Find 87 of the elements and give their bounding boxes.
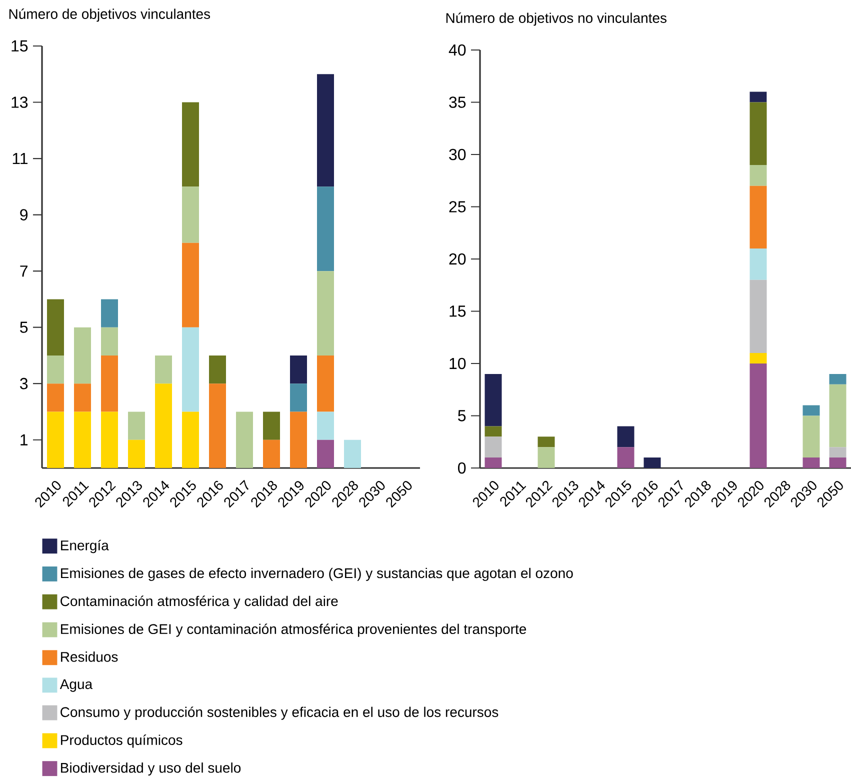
bar — [236, 412, 254, 468]
bar — [750, 186, 767, 249]
bar — [750, 92, 767, 102]
bar — [74, 327, 92, 384]
y-tick-label: 11 — [12, 153, 28, 164]
bar — [538, 447, 555, 468]
legend-label: Energía — [61, 540, 109, 554]
bar — [344, 440, 362, 468]
bar — [128, 412, 146, 440]
bar — [290, 384, 307, 412]
bar — [101, 327, 118, 356]
bar — [750, 164, 767, 186]
bar — [484, 426, 502, 437]
bar — [484, 436, 502, 458]
bar — [155, 384, 172, 468]
bar — [101, 299, 118, 328]
legend-label: Biodiversidad y uso del suelo — [61, 762, 241, 776]
legend-label: Contaminación atmosférica y calidad del aire — [60, 596, 338, 609]
bar — [47, 384, 64, 412]
chart-title: Número de objetivos no vinculantes — [446, 12, 666, 26]
y-tick-label: 15 — [450, 306, 466, 317]
bar — [128, 440, 146, 468]
y-tick-label: 7 — [20, 266, 28, 277]
y-tick-label: 3 — [20, 378, 28, 390]
bar — [101, 355, 118, 412]
bar — [101, 412, 118, 468]
bar — [263, 440, 280, 468]
bar — [644, 458, 661, 468]
y-tick-label: 10 — [450, 358, 466, 370]
chart-title: Número de objetivos vinculantes — [9, 8, 210, 22]
legend-label: Emisiones de GEI y contaminación atmosférica provenientes del transporte — [61, 624, 526, 637]
legend-label: Agua — [60, 679, 93, 692]
bar — [182, 327, 199, 412]
bar — [47, 412, 64, 468]
y-tick-label: 5 — [20, 322, 28, 333]
y-tick-label: 1 — [20, 434, 28, 446]
bar — [317, 412, 334, 440]
y-tick-label: 30 — [449, 148, 466, 160]
bar — [182, 102, 199, 187]
bar — [750, 353, 767, 364]
bar — [829, 458, 846, 468]
bar — [750, 363, 767, 468]
bar — [750, 280, 767, 354]
bar — [209, 355, 226, 384]
y-tick-label: 13 — [12, 96, 28, 108]
bar — [802, 458, 820, 468]
bar — [317, 355, 334, 412]
bar — [263, 412, 280, 440]
bar — [802, 405, 820, 416]
bar — [47, 355, 64, 384]
bar — [750, 102, 767, 165]
bar — [829, 447, 846, 458]
y-tick-label: 25 — [449, 201, 466, 212]
bar — [484, 458, 502, 468]
bar — [182, 186, 199, 243]
bar — [74, 384, 92, 412]
bar — [317, 440, 334, 468]
bar — [802, 416, 820, 458]
y-tick-label: 9 — [20, 209, 28, 220]
y-tick-label: 40 — [448, 44, 466, 56]
y-tick-label: 15 — [12, 40, 28, 52]
bar — [617, 447, 634, 468]
bar — [290, 412, 307, 468]
bar — [290, 355, 307, 384]
bar — [317, 271, 334, 356]
y-tick-label: 20 — [449, 253, 466, 265]
y-tick-label: 35 — [449, 96, 466, 108]
bar — [155, 355, 172, 384]
bar — [317, 74, 334, 187]
bar — [209, 384, 226, 468]
bar — [750, 248, 767, 280]
y-tick-label: 0 — [458, 462, 466, 474]
bar — [484, 374, 502, 426]
bar — [74, 412, 92, 468]
bar — [182, 412, 199, 468]
legend-label: Emisiones de gases de efecto invernadero (GEI) y sustancias que agotan el ozono — [61, 568, 573, 581]
bar — [317, 186, 334, 272]
bar — [47, 299, 64, 356]
bar — [617, 426, 634, 448]
bar — [182, 242, 199, 328]
y-tick-label: 5 — [458, 410, 466, 422]
legend-label: Productos químicos — [61, 734, 182, 748]
legend-label: Consumo y producción sostenibles y eficacia en el uso de los recursos — [60, 706, 498, 720]
bar — [538, 436, 555, 448]
bar — [829, 374, 846, 384]
legend-label: Residuos — [61, 652, 118, 662]
bar — [829, 384, 846, 448]
